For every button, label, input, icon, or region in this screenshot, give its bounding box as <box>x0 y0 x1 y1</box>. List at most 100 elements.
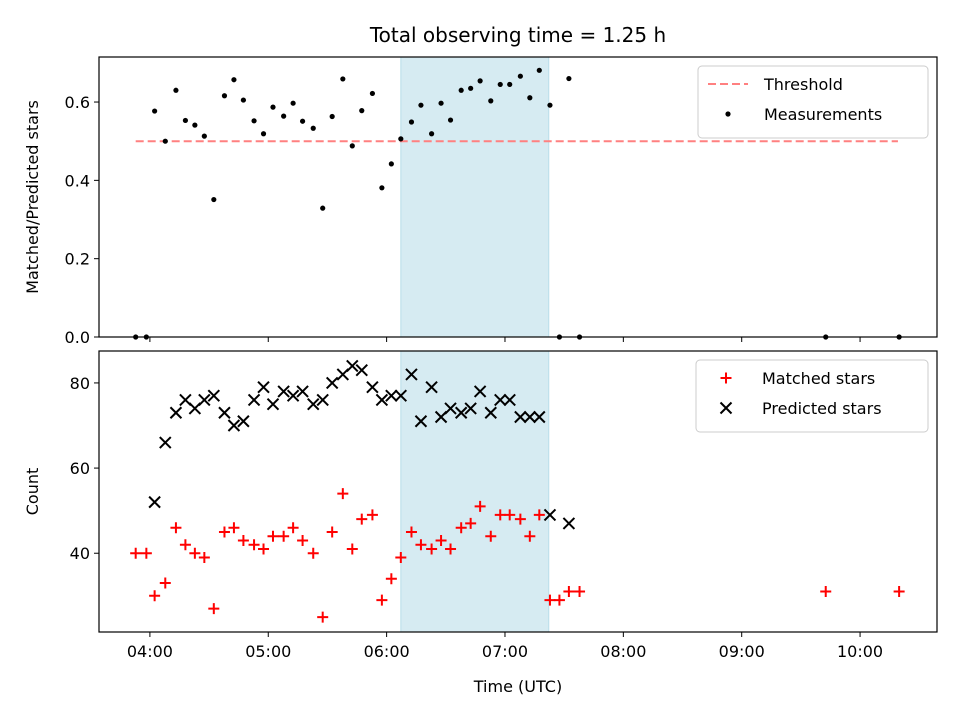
measurements-point-26 <box>388 161 394 167</box>
x-tick-label: 04:00 <box>127 642 173 661</box>
measurements-point-23 <box>359 108 365 114</box>
predicted-stars-point-38 <box>523 410 537 424</box>
measurements-point-4 <box>173 87 179 93</box>
matched-stars-point-30 <box>426 543 438 555</box>
matched-stars-point-25 <box>376 594 388 606</box>
matched-stars-point-43 <box>553 594 565 606</box>
matched-stars-point-22 <box>346 543 358 555</box>
legend-box <box>695 359 929 433</box>
marks-clip-group <box>130 359 905 623</box>
measurements-point-17 <box>299 118 306 124</box>
matched-stars-point-20 <box>326 526 338 538</box>
measurements-point-2 <box>152 108 158 114</box>
matched-stars-point-14 <box>267 530 279 542</box>
predicted-stars-point-14 <box>286 389 300 402</box>
matched-stars-point-32 <box>445 543 457 555</box>
legend-label: Predicted stars <box>762 399 882 418</box>
predicted-stars-point-36 <box>503 393 516 407</box>
measurements-point-19 <box>320 205 326 211</box>
matched-stars-point-12 <box>248 539 260 551</box>
x-tick-label: 08:00 <box>600 642 646 661</box>
matched-stars-point-4 <box>170 522 182 534</box>
predicted-stars-point-17 <box>316 393 329 407</box>
predicted-stars-point-18 <box>325 376 339 390</box>
predicted-stars-point-13 <box>277 385 290 398</box>
predicted-stars-point-7 <box>218 406 231 419</box>
x-tick-label: 10:00 <box>837 642 883 661</box>
measurements-point-31 <box>438 100 444 106</box>
y-tick-label: 60 <box>70 459 90 478</box>
matched-stars-point-27 <box>395 551 407 563</box>
predicted-stars-point-10 <box>247 393 261 407</box>
measurements-point-24 <box>369 90 376 97</box>
count-legend: Matched stars Predicted stars <box>695 359 929 433</box>
measurements-point-29 <box>418 102 424 108</box>
measurements-point-16 <box>290 100 296 106</box>
x-tick-label: 06:00 <box>364 642 410 661</box>
measurements-point-12 <box>251 118 257 124</box>
measurements-point-20 <box>329 113 335 120</box>
predicted-stars-point-27 <box>414 415 428 428</box>
legend-handle-point-1 <box>719 401 733 415</box>
matched-stars-point-23 <box>356 513 368 525</box>
y-tick-label: 0.0 <box>65 328 90 347</box>
measurements-point-14 <box>270 104 276 110</box>
ratio-legend: Threshold Measurements <box>697 65 929 139</box>
x-axis-label: Time (UTC) <box>473 677 562 696</box>
measurements-point-30 <box>428 131 435 137</box>
matched-stars-point-21 <box>337 488 349 500</box>
predicted-stars-point-23 <box>375 393 389 407</box>
measurements-point-13 <box>260 131 267 137</box>
measurements-point-11 <box>240 97 247 103</box>
matched-stars-point-28 <box>405 526 417 538</box>
measurements-point-35 <box>477 78 483 84</box>
matched-stars-point-15 <box>278 530 290 542</box>
matched-stars-point-46 <box>820 586 832 598</box>
matched-stars-point-19 <box>317 611 329 623</box>
measurements-point-10 <box>231 77 237 83</box>
x-tick-label: 05:00 <box>245 642 291 661</box>
matched-stars-point-0 <box>130 547 142 559</box>
measurements-point-36 <box>488 98 494 104</box>
measurements-point-6 <box>192 122 198 128</box>
matched-stars-point-16 <box>287 522 299 534</box>
matched-stars-point-36 <box>485 530 497 542</box>
measurements-point-5 <box>182 117 189 124</box>
matched-stars-point-18 <box>307 547 319 559</box>
measurements-point-15 <box>281 113 287 119</box>
measurements-point-21 <box>340 76 346 82</box>
ratio-y-axis-label: Matched/Predicted stars <box>23 100 42 294</box>
measurements-point-38 <box>507 81 513 88</box>
measurements-point-9 <box>221 93 228 99</box>
observing-window-span <box>400 56 550 338</box>
count-y-ticks: 40 60 80 <box>70 374 99 563</box>
matched-stars-point-6 <box>189 547 201 559</box>
matched-stars-point-3 <box>159 577 171 589</box>
ratio-x-ticks <box>149 337 861 342</box>
count-x-ticks: 04:00 05:00 06:00 07:00 08:00 09:00 10:00 <box>127 632 883 661</box>
matched-stars-point-41 <box>533 509 545 521</box>
legend-label: Measurements <box>764 105 882 124</box>
predicted-stars-point-12 <box>266 398 280 411</box>
matched-stars-point-31 <box>435 534 447 546</box>
measurements-point-33 <box>458 87 464 93</box>
predicted-stars-point-2 <box>169 406 183 419</box>
measurements-point-7 <box>201 133 207 139</box>
matched-stars-point-44 <box>563 586 575 598</box>
legend-item-matched-stars: Matched stars <box>720 369 875 388</box>
predicted-stars-point-22 <box>366 380 379 394</box>
predicted-stars-point-33 <box>473 385 487 398</box>
y-tick-label: 0.4 <box>65 171 90 190</box>
predicted-stars-point-21 <box>355 363 368 377</box>
matched-stars-point-42 <box>544 594 556 606</box>
predicted-stars-point-28 <box>425 380 438 394</box>
matched-stars-point-45 <box>574 586 586 598</box>
matched-stars-point-35 <box>474 500 486 512</box>
predicted-stars-point-41 <box>562 517 576 530</box>
matched-stars-point-29 <box>415 539 427 551</box>
matched-stars-point-47 <box>893 586 905 598</box>
count-marks <box>130 359 905 623</box>
predicted-stars-point-6 <box>207 389 221 402</box>
predicted-stars-point-8 <box>227 419 241 432</box>
